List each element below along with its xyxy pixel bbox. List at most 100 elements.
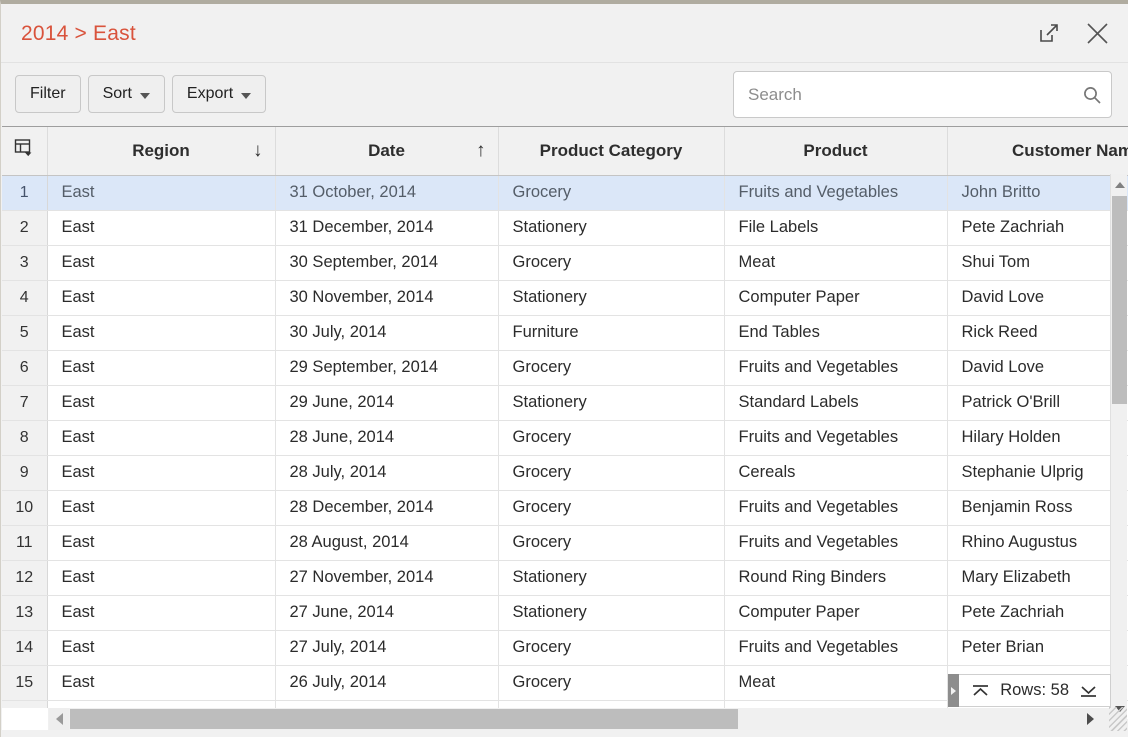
cell-product[interactable]: Fruits and Vegetables bbox=[724, 350, 948, 386]
resize-grip[interactable] bbox=[1109, 707, 1127, 731]
cell-product[interactable]: Computer Paper bbox=[724, 595, 948, 631]
cell-customer-name[interactable]: Peter Brian bbox=[947, 630, 1128, 666]
cell-date[interactable]: 30 November, 2014 bbox=[275, 280, 499, 316]
row-number-cell[interactable]: 4 bbox=[2, 280, 48, 316]
cell-product[interactable]: Round Ring Binders bbox=[724, 560, 948, 596]
cell-product-category[interactable]: Grocery bbox=[498, 490, 725, 526]
column-header-customer-name[interactable]: Customer Nam bbox=[947, 127, 1128, 176]
cell-region[interactable]: East bbox=[47, 455, 276, 491]
column-header-date[interactable]: Date ↑ bbox=[275, 127, 499, 176]
close-icon[interactable] bbox=[1080, 16, 1114, 50]
cell-product[interactable]: File Labels bbox=[724, 210, 948, 246]
cell-date[interactable]: 27 June, 2014 bbox=[275, 595, 499, 631]
cell-customer-name[interactable]: David Love bbox=[947, 350, 1128, 386]
cell-product[interactable]: Cereals bbox=[724, 455, 948, 491]
cell-date[interactable]: 29 September, 2014 bbox=[275, 350, 499, 386]
search-icon[interactable] bbox=[1073, 72, 1111, 117]
cell-region[interactable]: East bbox=[47, 595, 276, 631]
cell-product-category[interactable]: Furniture bbox=[498, 315, 725, 351]
row-number-cell[interactable]: 9 bbox=[2, 455, 48, 491]
cell-customer-name[interactable]: Rick Reed bbox=[947, 315, 1128, 351]
cell-date[interactable]: 29 June, 2014 bbox=[275, 385, 499, 421]
table-column-chooser-icon[interactable] bbox=[13, 137, 35, 159]
table-row[interactable]: 1 East 31 October, 2014 Grocery Fruits and V… bbox=[2, 175, 1128, 211]
cell-product-category[interactable]: Grocery bbox=[498, 455, 725, 491]
row-number-cell[interactable]: 6 bbox=[2, 350, 48, 386]
table-row[interactable]: 12 East 27 November, 2014 Stationery Round R… bbox=[2, 560, 1128, 596]
cell-customer-name[interactable]: Patrick O'Brill bbox=[947, 385, 1128, 421]
cell-product-category[interactable]: Stationery bbox=[498, 280, 725, 316]
cell-customer-name[interactable]: Shui Tom bbox=[947, 245, 1128, 281]
search-input[interactable] bbox=[734, 84, 1073, 105]
cell-region[interactable]: East bbox=[47, 385, 276, 421]
row-number-cell[interactable]: 2 bbox=[2, 210, 48, 246]
cell-product-category[interactable]: Grocery bbox=[498, 525, 725, 561]
cell-region[interactable]: East bbox=[47, 175, 276, 211]
cell-region[interactable]: East bbox=[47, 210, 276, 246]
cell-product[interactable]: Fruits and Vegetables bbox=[724, 175, 948, 211]
cell-product-category[interactable]: Grocery bbox=[498, 175, 725, 211]
row-number-cell[interactable]: 1 bbox=[2, 175, 48, 211]
cell-product[interactable]: Fruits and Vegetables bbox=[724, 420, 948, 456]
cell-customer-name[interactable]: Rhino Augustus bbox=[947, 525, 1128, 561]
cell-product[interactable]: Meat bbox=[724, 665, 948, 701]
sort-descending-icon[interactable]: ↓ bbox=[253, 139, 263, 161]
filter-button[interactable]: Filter bbox=[15, 75, 81, 113]
table-row[interactable]: 14 East 27 July, 2014 Grocery Fruits and Veg… bbox=[2, 630, 1128, 666]
cell-date[interactable]: 27 November, 2014 bbox=[275, 560, 499, 596]
table-row[interactable]: 8 East 28 June, 2014 Grocery Fruits and Vege… bbox=[2, 420, 1128, 456]
row-number-cell[interactable]: 7 bbox=[2, 385, 48, 421]
table-row[interactable]: 11 East 28 August, 2014 Grocery Fruits and V… bbox=[2, 525, 1128, 561]
cell-region[interactable]: East bbox=[47, 280, 276, 316]
cell-customer-name[interactable]: Stephanie Ulprig bbox=[947, 455, 1128, 491]
row-number-cell[interactable]: 3 bbox=[2, 245, 48, 281]
cell-product-category[interactable]: Stationery bbox=[498, 560, 725, 596]
scroll-left-arrow-icon[interactable] bbox=[49, 708, 69, 730]
cell-product[interactable]: Fruits and Vegetables bbox=[724, 630, 948, 666]
row-number-cell[interactable]: 8 bbox=[2, 420, 48, 456]
cell-product-category[interactable]: Stationery bbox=[498, 385, 725, 421]
cell-product[interactable]: End Tables bbox=[724, 315, 948, 351]
row-number-cell[interactable]: 14 bbox=[2, 630, 48, 666]
cell-product-category[interactable]: Grocery bbox=[498, 245, 725, 281]
cell-date[interactable]: 28 July, 2014 bbox=[275, 455, 499, 491]
cell-date[interactable]: 27 July, 2014 bbox=[275, 630, 499, 666]
cell-customer-name[interactable]: John Britto bbox=[947, 175, 1128, 211]
cell-product-category[interactable]: Grocery bbox=[498, 630, 725, 666]
cell-region[interactable]: East bbox=[47, 420, 276, 456]
row-number-cell[interactable]: 15 bbox=[2, 665, 48, 701]
collapse-up-icon[interactable] bbox=[971, 683, 990, 699]
sort-ascending-icon[interactable]: ↑ bbox=[476, 139, 486, 161]
open-in-new-window-icon[interactable] bbox=[1032, 16, 1066, 50]
row-number-cell[interactable]: 5 bbox=[2, 315, 48, 351]
table-row[interactable]: 3 East 30 September, 2014 Grocery Meat Shui T… bbox=[2, 245, 1128, 281]
cell-product[interactable]: Fruits and Vegetables bbox=[724, 490, 948, 526]
table-row[interactable]: 9 East 28 July, 2014 Grocery Cereals Stephani… bbox=[2, 455, 1128, 491]
cell-date[interactable]: 31 October, 2014 bbox=[275, 175, 499, 211]
cell-product-category[interactable]: Grocery bbox=[498, 420, 725, 456]
column-header-region[interactable]: Region ↓ bbox=[47, 127, 276, 176]
vertical-scrollbar[interactable] bbox=[1110, 174, 1127, 719]
cell-date[interactable]: 31 December, 2014 bbox=[275, 210, 499, 246]
cell-product[interactable]: Standard Labels bbox=[724, 385, 948, 421]
row-number-cell[interactable]: 11 bbox=[2, 525, 48, 561]
row-number-cell[interactable]: 13 bbox=[2, 595, 48, 631]
cell-date[interactable]: 26 July, 2014 bbox=[275, 665, 499, 701]
vertical-scrollbar-thumb[interactable] bbox=[1112, 196, 1127, 404]
cell-region[interactable]: East bbox=[47, 525, 276, 561]
export-button[interactable]: Export bbox=[171, 75, 267, 113]
cell-product-category[interactable]: Grocery bbox=[498, 665, 725, 701]
cell-product-category[interactable]: Stationery bbox=[498, 595, 725, 631]
cell-product[interactable]: Meat bbox=[724, 245, 948, 281]
row-number-cell[interactable]: 12 bbox=[2, 560, 48, 596]
cell-date[interactable]: 30 September, 2014 bbox=[275, 245, 499, 281]
scroll-up-arrow-icon[interactable] bbox=[1111, 176, 1128, 193]
sort-button[interactable]: Sort bbox=[87, 75, 165, 113]
cell-product-category[interactable]: Grocery bbox=[498, 350, 725, 386]
horizontal-scrollbar[interactable] bbox=[2, 708, 1112, 730]
expand-down-icon[interactable] bbox=[1079, 683, 1098, 699]
column-header-product[interactable]: Product bbox=[724, 127, 948, 176]
cell-region[interactable]: East bbox=[47, 350, 276, 386]
table-row[interactable]: 10 East 28 December, 2014 Grocery Fruits and… bbox=[2, 490, 1128, 526]
cell-region[interactable]: East bbox=[47, 665, 276, 701]
